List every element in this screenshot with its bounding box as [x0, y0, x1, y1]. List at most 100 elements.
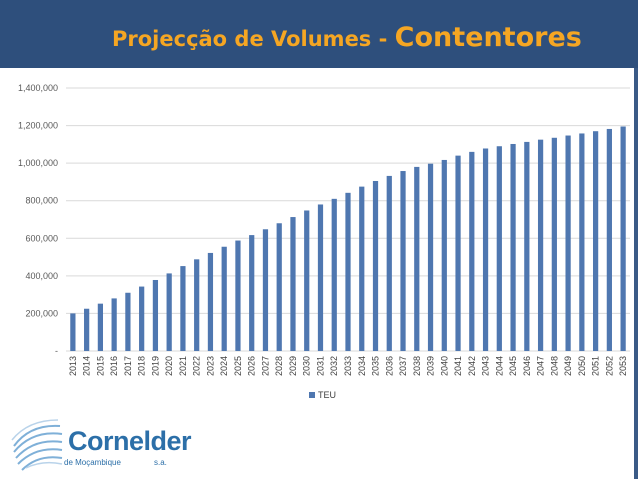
x-tick-label: 2043	[481, 356, 491, 376]
bar	[317, 204, 324, 351]
bar	[152, 279, 159, 351]
y-tick-label: 1,200,000	[18, 121, 58, 131]
bar	[235, 240, 241, 351]
bar	[139, 286, 145, 351]
bar	[455, 155, 461, 351]
bar	[125, 292, 131, 351]
x-tick-label: 2024	[219, 356, 229, 376]
bar	[620, 126, 626, 351]
x-tick-label: 2053	[618, 356, 628, 376]
bar	[70, 313, 76, 351]
y-tick-label: 1,400,000	[18, 83, 58, 93]
x-tick-label: 2048	[549, 356, 559, 376]
x-tick-label: 2021	[178, 356, 188, 376]
y-tick-label: 1,000,000	[18, 158, 58, 168]
x-tick-label: 2013	[68, 356, 78, 376]
bar	[276, 223, 282, 351]
title-banner: Projecção de Volumes - Contentores	[0, 0, 638, 68]
bar	[551, 137, 557, 351]
bar	[359, 186, 365, 351]
x-tick-label: 2033	[343, 356, 353, 376]
x-tick-label: 2018	[137, 356, 147, 376]
y-tick-label: 600,000	[25, 233, 58, 243]
bar	[249, 235, 255, 351]
x-tick-label: 2017	[123, 356, 133, 376]
x-tick-label: 2028	[274, 356, 284, 376]
x-tick-label: 2031	[315, 356, 325, 376]
x-tick-label: 2027	[260, 356, 270, 376]
x-tick-label: 2044	[494, 356, 504, 376]
bar	[565, 135, 571, 351]
x-tick-label: 2026	[247, 356, 257, 376]
bar	[414, 166, 420, 351]
x-tick-label: 2032	[329, 356, 339, 376]
bar	[592, 131, 599, 351]
title-highlight: Contentores	[394, 22, 582, 53]
x-tick-label: 2045	[508, 356, 518, 376]
bar	[427, 163, 434, 351]
bar	[469, 151, 475, 351]
bar	[496, 146, 502, 351]
x-tick-label: 2051	[591, 356, 601, 376]
logo-subtitle: de Moçambique	[64, 458, 121, 467]
bar	[372, 180, 379, 351]
y-tick-label: 800,000	[25, 196, 58, 206]
bar	[111, 298, 117, 351]
bar	[207, 252, 214, 351]
x-tick-label: 2046	[522, 356, 532, 376]
x-tick-label: 2041	[453, 356, 463, 376]
x-tick-label: 2049	[563, 356, 573, 376]
x-tick-label: 2022	[192, 356, 202, 376]
x-tick-label: 2020	[164, 356, 174, 376]
x-tick-label: 2050	[577, 356, 587, 376]
x-tick-label: 2015	[95, 356, 105, 376]
bar	[524, 141, 530, 351]
legend-swatch	[309, 392, 315, 398]
bar	[304, 210, 310, 351]
x-tick-label: 2019	[150, 356, 160, 376]
bar	[386, 175, 392, 351]
bar	[510, 143, 516, 351]
bar	[180, 266, 186, 351]
bar	[331, 198, 337, 351]
x-tick-label: 2037	[398, 356, 408, 376]
logo-emblem-icon	[11, 419, 63, 471]
bar	[221, 246, 227, 351]
y-tick-label: 200,000	[25, 308, 58, 318]
right-edge-bar	[634, 68, 638, 479]
bar	[537, 139, 544, 351]
logo-name: Cornelder	[68, 426, 192, 456]
page-title: Projecção de Volumes - Contentores	[112, 22, 582, 53]
x-tick-label: 2025	[233, 356, 243, 376]
bar	[166, 273, 172, 351]
x-tick-label: 2035	[371, 356, 381, 376]
bar	[482, 148, 489, 351]
bar	[84, 308, 90, 351]
x-tick-label: 2047	[536, 356, 546, 376]
bar	[345, 192, 351, 351]
x-tick-label: 2038	[412, 356, 422, 376]
x-tick-label: 2039	[426, 356, 436, 376]
x-tick-label: 2040	[439, 356, 449, 376]
bar	[97, 303, 104, 351]
bar-chart: - 200,000 400,000 600,000 800,000 1,000,000 1,…	[18, 83, 630, 400]
bar	[441, 159, 447, 351]
legend-label: TEU	[318, 390, 336, 400]
bar	[579, 133, 585, 351]
x-tick-label: 2034	[357, 356, 367, 376]
bar	[290, 217, 296, 351]
x-tick-label: 2042	[467, 356, 477, 376]
x-tick-label: 2052	[604, 356, 614, 376]
title-prefix: Projecção de Volumes -	[112, 27, 395, 51]
x-tick-label: 2014	[82, 356, 92, 376]
x-tick-label: 2030	[302, 356, 312, 376]
y-tick-label: -	[55, 346, 58, 356]
logo-suffix: s.a.	[154, 458, 167, 467]
bar	[606, 128, 612, 351]
bar	[262, 229, 269, 351]
x-tick-label: 2029	[288, 356, 298, 376]
x-tick-label: 2023	[205, 356, 215, 376]
bar	[194, 259, 200, 351]
bar	[400, 171, 406, 351]
x-tick-label: 2016	[109, 356, 119, 376]
